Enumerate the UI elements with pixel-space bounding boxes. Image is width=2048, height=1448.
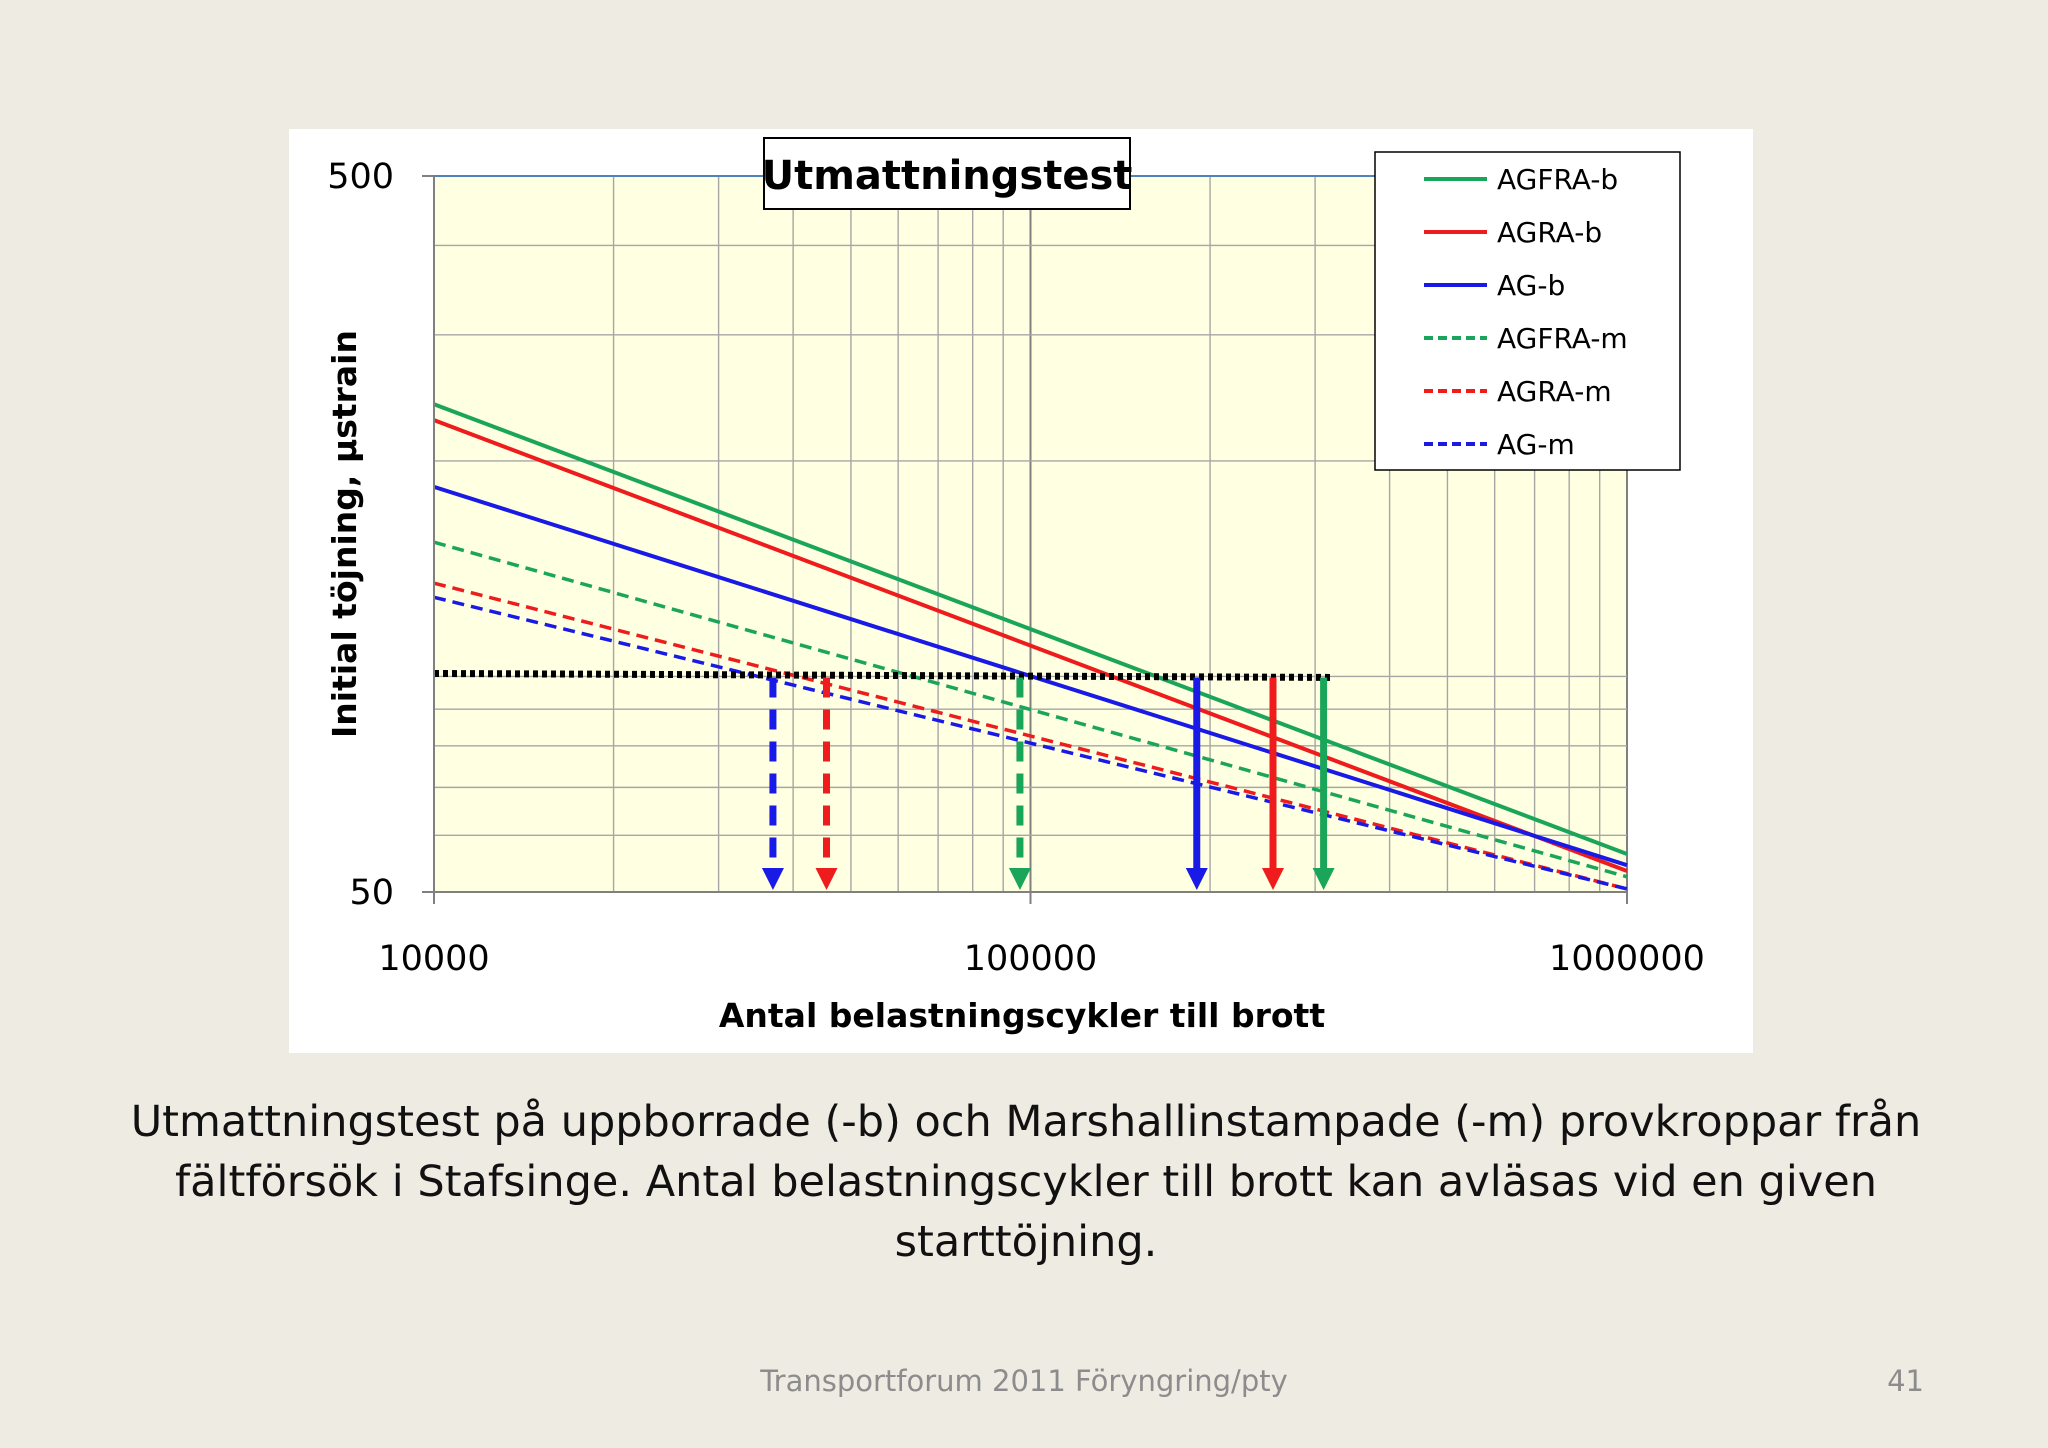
x-axis-label: Antal belastningscykler till brott (719, 996, 1325, 1035)
legend-label-agfra-m: AGFRA-m (1497, 322, 1628, 355)
readout-arrow-head-agra-m (815, 868, 838, 890)
x-tick-label: 1000000 (1549, 939, 1705, 979)
grid-layer (433, 175, 1628, 893)
reference-line-layer (433, 669, 1332, 681)
footer-text: Transportforum 2011 Föryngring/pty (760, 1364, 1288, 1398)
legend-label-agfra-b: AGFRA-b (1497, 163, 1618, 196)
chart-title: Utmattningstest (762, 153, 1133, 199)
y-tick-label: 500 (327, 157, 394, 197)
legend-box (1374, 151, 1681, 471)
legend-label-agra-m: AGRA-m (1497, 375, 1612, 408)
readout-arrow-head-agfra-m (1008, 868, 1031, 890)
slide-caption: Utmattningstest på uppborrade (-b) och M… (130, 1092, 1922, 1272)
legend-label-ag-b: AG-b (1497, 269, 1565, 302)
readout-arrow-layer (761, 677, 1335, 890)
page-number: 41 (1887, 1364, 1924, 1398)
caption-line: fältförsök i Stafsinge. Antal belastning… (175, 1157, 1877, 1207)
y-tick-label: 50 (349, 873, 394, 913)
series-line-agfra-b (433, 402, 1628, 856)
chart-title-box (763, 137, 1131, 210)
readout-arrow-head-agfra-b (1312, 868, 1335, 890)
legend-label-ag-m: AG-m (1497, 428, 1575, 461)
reference-strain-line (433, 669, 1332, 681)
series-line-agra-m (433, 581, 1628, 891)
series-line-agra-b (433, 418, 1628, 873)
readout-arrow-head-ag-b (1185, 868, 1208, 890)
legend-label-agra-b: AGRA-b (1497, 216, 1602, 249)
series-line-ag-m (433, 595, 1628, 891)
readout-arrow-head-ag-m (761, 868, 784, 890)
chart-panel: 10000 100000 1000000 500 50 Utmattningstest … (289, 129, 1753, 1053)
caption-line: starttöjning. (894, 1217, 1158, 1267)
caption-line: Utmattningstest på uppborrade (-b) och M… (130, 1097, 1922, 1147)
y-axis-label: Initial töjning, µstrain (325, 330, 364, 738)
series-layer (433, 402, 1628, 891)
legend: AGFRA-b AGRA-b AG-b AGFRA-m AGRA-m AG-m (1424, 163, 1628, 461)
series-line-agfra-m (433, 540, 1628, 879)
axis-layer: 10000 100000 1000000 500 50 (327, 157, 1705, 979)
x-tick-label: 10000 (378, 939, 489, 979)
readout-arrow-head-agra-b (1262, 868, 1285, 890)
x-tick-label: 100000 (964, 939, 1098, 979)
